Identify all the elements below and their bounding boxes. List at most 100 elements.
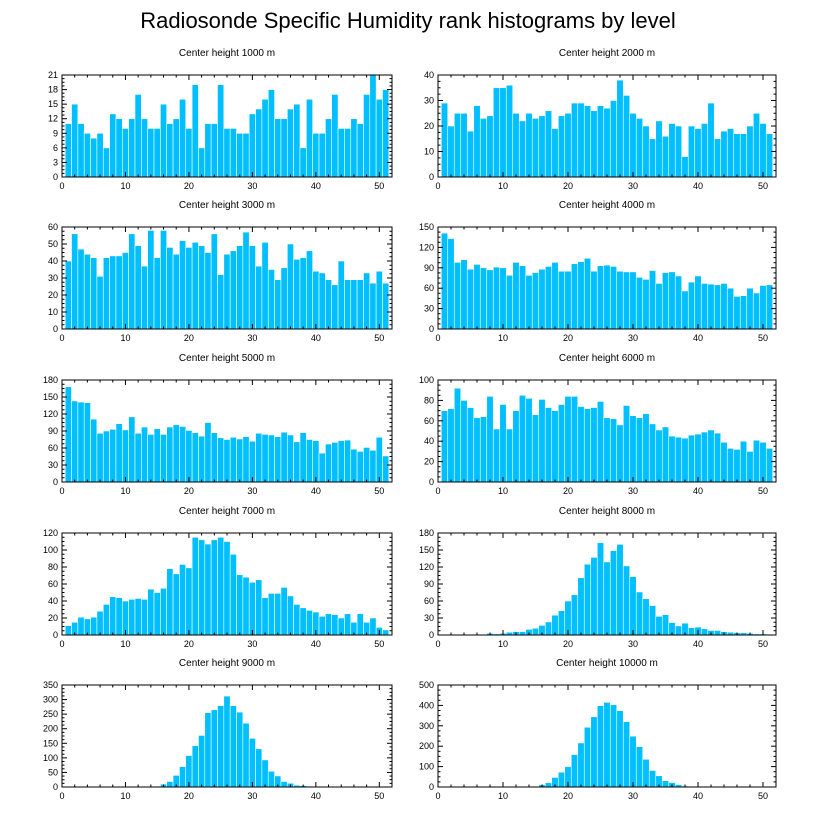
histogram-bar [77, 248, 85, 330]
x-tick-label: 0 [435, 791, 440, 801]
histogram-bar [590, 557, 598, 636]
histogram-bar [153, 592, 161, 636]
histogram-bar [344, 439, 352, 483]
y-tick-label: 10 [424, 147, 434, 157]
histogram-bar [71, 400, 79, 483]
x-tick-label: 30 [247, 639, 257, 649]
y-tick-label: 20 [424, 121, 434, 131]
histogram-bar [375, 98, 383, 178]
histogram-bar [255, 432, 263, 483]
histogram-bar [369, 449, 377, 483]
histogram-bar [447, 408, 455, 483]
histogram-bar [440, 410, 449, 483]
histogram-bar [217, 536, 225, 636]
histogram-bar [337, 260, 345, 330]
histogram-bar [687, 125, 696, 178]
histogram-bar [609, 550, 618, 636]
histogram-bar [759, 285, 767, 330]
x-tick-label: 0 [59, 791, 64, 801]
histogram-bar [622, 95, 631, 178]
y-tick-label: 20 [424, 457, 434, 467]
histogram-bar [121, 252, 129, 330]
histogram-bar [255, 748, 263, 788]
y-tick-label: 80 [424, 395, 434, 405]
y-tick-label: 350 [43, 680, 58, 690]
histogram-panel-8: Center height 8000 m 0 10 20 30 40 50 0 30 60 90 12… [419, 506, 777, 649]
histogram-bar [713, 630, 722, 636]
histogram-bar [648, 423, 657, 483]
x-tick-label: 20 [184, 486, 194, 496]
histogram-bar [577, 102, 585, 178]
y-tick-label: 120 [419, 242, 434, 252]
histogram-bar [544, 266, 553, 330]
histogram-bar [242, 231, 250, 330]
histogram-bar [223, 253, 231, 330]
x-tick-label: 40 [693, 639, 703, 649]
histogram-bar [590, 407, 598, 483]
y-tick-label: 150 [43, 392, 58, 402]
histogram-bar [128, 233, 136, 330]
histogram-bar [312, 132, 320, 178]
histogram-bar [147, 434, 155, 483]
histogram-bar [544, 407, 553, 483]
histogram-bar [172, 253, 180, 330]
x-tick-label: 50 [374, 181, 384, 191]
histogram-bar [531, 118, 540, 178]
histogram-bar [622, 405, 631, 483]
x-tick-label: 20 [184, 181, 194, 191]
x-tick-label: 0 [59, 486, 64, 496]
y-tick-label: 60 [424, 283, 434, 293]
histogram-bar [280, 587, 288, 636]
histogram-bar [102, 430, 110, 483]
histogram-bar [616, 424, 624, 483]
histogram-bar [525, 274, 533, 330]
histogram-bar [466, 130, 475, 178]
histogram-bar [102, 604, 110, 636]
histogram-bar [577, 261, 585, 330]
histogram-bar [525, 398, 533, 483]
histogram-bar [102, 257, 110, 330]
x-tick-label: 0 [435, 639, 440, 649]
histogram-bar [90, 137, 98, 178]
histogram-bar [466, 407, 475, 483]
histogram-bar [765, 133, 774, 178]
x-tick-label: 10 [498, 181, 508, 191]
histogram-bar [479, 416, 488, 483]
histogram-panel-1: Center height 1000 m 0 10 20 30 40 50 0 3 6 9 12 15 1… [48, 48, 393, 191]
histogram-bar [752, 439, 761, 483]
histogram-bar [382, 455, 390, 483]
x-tick-label: 20 [563, 639, 573, 649]
histogram-bar [356, 451, 364, 483]
histogram-bar [473, 105, 481, 178]
histogram-bar [583, 408, 592, 483]
histogram-bar [96, 132, 104, 178]
panel-title: Center height 5000 m [179, 353, 275, 364]
histogram-bar [141, 118, 148, 178]
histogram-bar [759, 441, 767, 483]
panel-title: Center height 6000 m [559, 353, 655, 364]
histogram-bar [191, 745, 199, 788]
histogram-bar [242, 436, 250, 483]
panel-title: Center height 1000 m [179, 48, 275, 59]
x-tick-label: 10 [498, 639, 508, 649]
histogram-bar [609, 266, 618, 330]
histogram-bar [306, 439, 313, 483]
histogram-bar [460, 400, 468, 483]
histogram-bar [166, 426, 174, 483]
histogram-bar [466, 268, 475, 330]
histogram-bar [635, 277, 644, 330]
histogram-bar [447, 238, 455, 330]
histogram-bar [198, 539, 206, 636]
x-tick-label: 50 [758, 639, 768, 649]
y-tick-label: 90 [48, 426, 58, 436]
histogram-bar [210, 539, 218, 636]
histogram-bar [629, 735, 637, 788]
histogram-bar [248, 113, 256, 178]
x-tick-label: 20 [563, 181, 573, 191]
histogram-bar [700, 628, 709, 636]
y-tick-label: 150 [419, 545, 434, 555]
histogram-bar [726, 448, 735, 483]
histogram-panel-7: Center height 7000 m 0 10 20 30 40 50 0 20 40 60 80… [43, 506, 393, 649]
histogram-bar [312, 440, 320, 483]
histogram-bar [134, 598, 142, 636]
